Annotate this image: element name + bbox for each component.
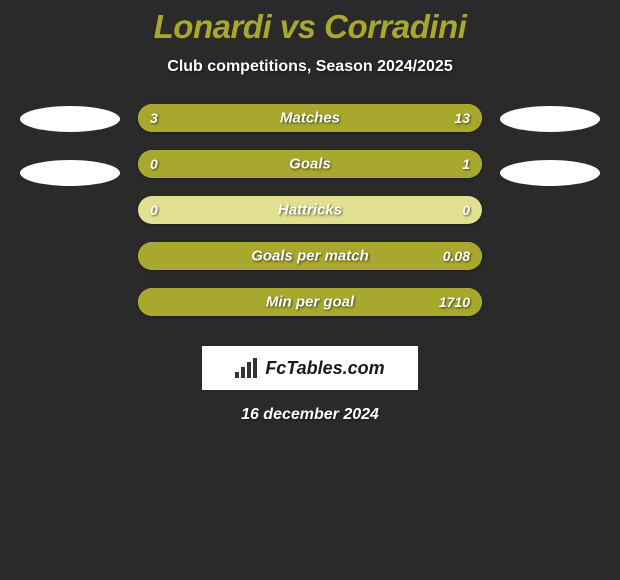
stat-label: Hattricks [138,202,482,219]
subtitle: Club competitions, Season 2024/2025 [0,58,620,104]
avatars-right [500,104,600,186]
player-avatar-right-1 [500,106,600,132]
stat-row-goals-per-match: Goals per match 0.08 [138,242,482,270]
stat-bars: 3 Matches 13 0 Goals 1 0 Hattricks 0 G [138,104,482,334]
stat-label: Matches [138,110,482,127]
chart-icon [235,358,259,378]
date-label: 16 december 2024 [0,390,620,424]
stat-value-right: 0 [462,202,470,218]
player-avatar-left-1 [20,106,120,132]
player-avatar-right-2 [500,160,600,186]
stat-value-right: 0.08 [443,248,470,264]
stat-label: Goals [138,156,482,173]
stat-row-min-per-goal: Min per goal 1710 [138,288,482,316]
stat-label: Goals per match [138,248,482,265]
avatars-left [20,104,120,186]
page-title: Lonardi vs Corradini [0,0,620,58]
brand-name: FcTables.com [265,358,384,379]
stat-row-matches: 3 Matches 13 [138,104,482,132]
brand-logo[interactable]: FcTables.com [202,346,418,390]
player-avatar-left-2 [20,160,120,186]
stat-row-hattricks: 0 Hattricks 0 [138,196,482,224]
stat-value-right: 13 [454,110,470,126]
stat-value-right: 1 [462,156,470,172]
comparison-card: Lonardi vs Corradini Club competitions, … [0,0,620,424]
stat-row-goals: 0 Goals 1 [138,150,482,178]
stat-label: Min per goal [138,294,482,311]
stat-value-right: 1710 [439,294,470,310]
content-area: 3 Matches 13 0 Goals 1 0 Hattricks 0 G [0,104,620,334]
